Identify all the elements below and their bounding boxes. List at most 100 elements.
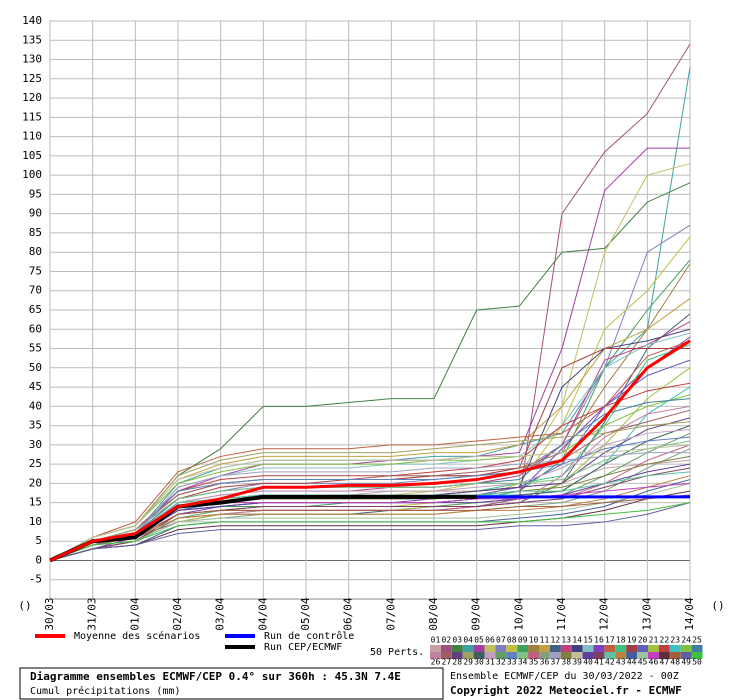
legend-swatch (593, 645, 605, 652)
legend-label: 14 (572, 636, 582, 645)
legend-label: 25 (692, 636, 702, 645)
legend-label: 09 (518, 636, 528, 645)
x-tick-label: 01/04 (128, 597, 141, 630)
legend-label: 48 (670, 658, 680, 667)
legend-swatch (451, 645, 463, 652)
series-line (49, 482, 691, 561)
legend-label: 21 (649, 636, 659, 645)
legend-label: 42 (605, 658, 615, 667)
y-tick-label: 85 (29, 226, 42, 239)
y-tick-label: 45 (29, 380, 42, 393)
legend-swatch (582, 652, 594, 659)
y-tick-label: 135 (22, 33, 42, 46)
legend-swatch (430, 645, 441, 652)
legend-swatch (658, 645, 670, 652)
legend-swatch (615, 652, 627, 659)
y-tick-label: 55 (29, 342, 42, 355)
legend-label: 22 (660, 636, 670, 645)
legend-label: 34 (518, 658, 528, 667)
legend-swatch (658, 652, 670, 659)
y-tick-label: 115 (22, 110, 42, 123)
legend-label: 35 (529, 658, 539, 667)
legend-label: 27 (442, 658, 452, 667)
legend-label: 16 (594, 636, 604, 645)
legend-swatch (539, 645, 550, 652)
run-info: Ensemble ECMWF/CEP du 30/03/2022 - 00Z (450, 671, 679, 682)
info-box (19, 667, 444, 700)
legend-swatch (691, 652, 703, 659)
y-tick-label: 15 (29, 496, 42, 509)
x-tick-label: 30/03 (43, 597, 56, 630)
series-line (49, 502, 691, 561)
x-tick-label: 31/03 (86, 597, 99, 630)
legend-swatch (462, 652, 474, 659)
legend-label: 26 (431, 658, 441, 667)
legend-label: Run CEP/ECMWF (264, 642, 342, 653)
legend-label: 05 (474, 636, 484, 645)
legend-label: 40 (583, 658, 593, 667)
legend-swatch (637, 652, 648, 659)
legend-label: 36 (540, 658, 550, 667)
legend-label: 30 (474, 658, 484, 667)
perts-label: 50 Perts. (370, 647, 424, 658)
legend-swatch (648, 652, 659, 659)
legend-swatch (626, 652, 638, 659)
legend-label: 23 (670, 636, 680, 645)
series-line (49, 436, 691, 561)
y-tick-label: 10 (29, 515, 42, 528)
legend-label: 19 (627, 636, 637, 645)
legend-label: 17 (605, 636, 615, 645)
series-line (49, 421, 691, 561)
legend-label: 43 (616, 658, 626, 667)
y-tick-label: 40 (29, 399, 42, 412)
y-tick-label: 140 (22, 14, 42, 27)
y-tick-label: 30 (29, 438, 42, 451)
y-tick-label: 65 (29, 303, 42, 316)
info-subtitle: Cumul précipitations (mm) (30, 685, 181, 697)
legend-swatch (680, 652, 692, 659)
y-tick-label: -5 (29, 573, 42, 586)
legend-swatch (593, 652, 605, 659)
legend-swatch (473, 652, 485, 659)
y-tick-label: 130 (22, 53, 42, 66)
legend-swatch (604, 652, 616, 659)
legend-swatch (680, 645, 692, 652)
legend-label: Moyenne des scénarios (74, 630, 200, 642)
legend-swatch (484, 645, 496, 652)
y-tick-label: 110 (22, 130, 42, 143)
legend-swatch (440, 652, 452, 659)
legend-label: 11 (540, 636, 550, 645)
y-tick-label: 90 (29, 207, 42, 220)
x-tick-label: 10/04 (512, 597, 525, 630)
x-tick-label: 07/04 (384, 597, 397, 630)
legend-label: Run de contrôle (264, 630, 354, 642)
series-line (49, 339, 691, 562)
y-tick-label: 120 (22, 91, 42, 104)
legend-swatch (517, 645, 529, 652)
corner-label: () (18, 599, 31, 612)
y-tick-label: 25 (29, 457, 42, 470)
copyright: Copyright 2022 Meteociel.fr - ECMWF (450, 684, 682, 697)
legend-swatch (539, 652, 550, 659)
legend-swatch (495, 645, 507, 652)
y-tick-label: 20 (29, 476, 42, 489)
x-tick-label: 12/04 (598, 597, 611, 630)
series-line (49, 490, 691, 561)
legend-swatch (451, 652, 463, 659)
legend-swatch (506, 652, 518, 659)
legend-label: 07 (496, 636, 506, 645)
series-line (49, 475, 691, 561)
legend-swatch (462, 645, 474, 652)
legend-swatch (571, 652, 583, 659)
legend-swatch (669, 652, 681, 659)
legend-label: 37 (551, 658, 561, 667)
series-line (49, 340, 691, 561)
legend-swatch (440, 645, 452, 652)
y-tick-label: 35 (29, 419, 42, 432)
legend-swatch (637, 645, 648, 652)
legend-label: 02 (442, 636, 452, 645)
info-title: Diagramme ensembles ECMWF/CEP 0.4° sur 3… (30, 670, 401, 683)
legend-swatch (517, 652, 529, 659)
legend-label: 29 (463, 658, 473, 667)
